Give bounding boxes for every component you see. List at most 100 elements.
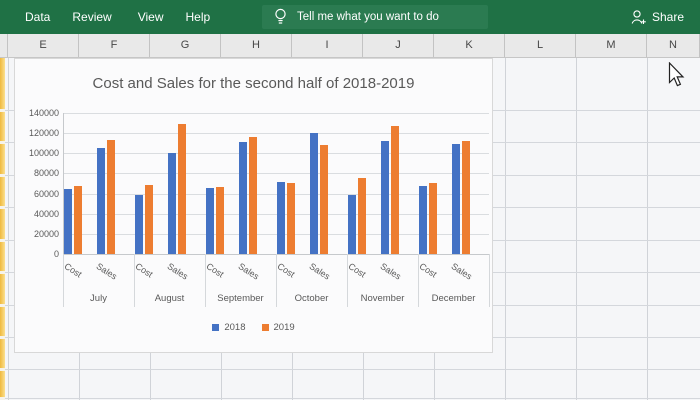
bar-august-cost-2018[interactable]: [135, 195, 143, 254]
legend-swatch-2018: [212, 324, 220, 331]
mouse-cursor: [668, 62, 685, 87]
bar-september-cost-2019[interactable]: [216, 187, 224, 254]
y-axis-tick-label: 0: [53, 249, 59, 259]
column-header-E[interactable]: E: [8, 34, 79, 57]
yellow-strip-notch: [0, 141, 5, 144]
x-axis-month-label: July: [90, 293, 107, 304]
bar-september-sales-2019[interactable]: [249, 137, 257, 254]
month-separator-line: [276, 254, 277, 307]
x-axis-sales-label: Sales: [307, 261, 332, 282]
chart-gridline: [63, 233, 489, 235]
bar-november-sales-2019[interactable]: [391, 126, 399, 254]
menu-item-data[interactable]: Data: [25, 10, 51, 24]
legend-label-2018: 2018: [224, 322, 246, 333]
x-axis-cost-label: Cost: [62, 261, 84, 280]
bar-august-sales-2018[interactable]: [168, 153, 176, 254]
y-axis-tick-label: 40000: [33, 208, 59, 219]
chart[interactable]: Cost and Sales for the second half of 20…: [14, 58, 493, 353]
bar-july-cost-2019[interactable]: [74, 186, 82, 254]
column-header-stub[interactable]: [0, 34, 8, 57]
column-header-M[interactable]: M: [576, 34, 647, 57]
bar-july-sales-2019[interactable]: [107, 140, 115, 254]
bar-november-cost-2018[interactable]: [348, 195, 356, 254]
x-axis-sales-label: Sales: [165, 261, 190, 282]
x-axis-cost-label: Cost: [346, 261, 368, 280]
bar-august-cost-2019[interactable]: [145, 185, 153, 254]
month-separator-line: [63, 254, 64, 307]
grid-row-line: [0, 398, 700, 399]
y-axis-tick-label: 80000: [33, 168, 59, 179]
bar-october-cost-2019[interactable]: [287, 183, 295, 254]
bar-july-sales-2018[interactable]: [97, 148, 105, 254]
chart-gridline: [63, 133, 489, 135]
column-header-I[interactable]: I: [292, 34, 363, 57]
menu-item-review[interactable]: Review: [72, 10, 112, 24]
legend-item-2018[interactable]: 2018: [212, 322, 246, 333]
bar-august-sales-2019[interactable]: [178, 124, 186, 254]
chart-gridline: [63, 153, 489, 155]
bar-september-sales-2018[interactable]: [239, 142, 247, 254]
column-header-F[interactable]: F: [79, 34, 150, 57]
chart-legend[interactable]: 2018 2019: [15, 322, 492, 333]
x-axis-month-label: October: [294, 293, 329, 304]
x-axis-sales-label: Sales: [236, 261, 261, 282]
yellow-strip-notch: [0, 206, 5, 209]
month-separator-line: [134, 254, 135, 307]
x-axis-month-label: December: [431, 293, 476, 304]
bar-december-sales-2019[interactable]: [462, 141, 470, 254]
y-axis-tick-label: 100000: [28, 148, 59, 159]
y-axis-tick-label: 20000: [33, 228, 59, 239]
x-axis-cost-label: Cost: [275, 261, 297, 280]
yellow-strip-notch: [0, 109, 5, 112]
yellow-strip-notch: [0, 368, 5, 371]
x-axis-cost-label: Cost: [204, 261, 226, 280]
column-header-N[interactable]: N: [647, 34, 700, 57]
y-axis-tick-label: 60000: [33, 188, 59, 199]
bar-october-sales-2018[interactable]: [310, 133, 318, 254]
bar-september-cost-2018[interactable]: [206, 188, 214, 254]
yellow-strip-notch: [0, 336, 5, 339]
bar-october-cost-2018[interactable]: [277, 182, 285, 254]
menu-item-help[interactable]: Help: [185, 10, 211, 24]
bar-december-cost-2018[interactable]: [419, 186, 427, 254]
x-axis-cost-label: Cost: [417, 261, 439, 280]
x-axis-month-label: August: [154, 293, 185, 304]
grid-column-line: [576, 58, 577, 400]
tell-me-box[interactable]: Tell me what you want to do: [262, 5, 488, 29]
x-axis-sales-label: Sales: [449, 261, 474, 282]
bar-july-cost-2018[interactable]: [64, 189, 72, 254]
chart-gridline: [63, 113, 489, 114]
month-separator-line: [205, 254, 206, 307]
ribbon-menu: Data Review View Help: [0, 10, 210, 24]
y-axis-tick-label: 140000: [28, 108, 59, 118]
tell-me-label: Tell me what you want to do: [297, 11, 439, 23]
legend-item-2019[interactable]: 2019: [261, 322, 295, 333]
yellow-strip-notch: [0, 271, 5, 274]
month-separator-line: [489, 254, 490, 307]
column-header-J[interactable]: J: [363, 34, 434, 57]
grid-column-line: [505, 58, 506, 400]
column-header-G[interactable]: G: [150, 34, 221, 57]
bar-december-cost-2019[interactable]: [429, 183, 437, 254]
share-person-icon: [631, 10, 646, 24]
menu-item-view[interactable]: View: [137, 10, 164, 24]
lightbulb-icon: [275, 8, 286, 24]
column-header-H[interactable]: H: [221, 34, 292, 57]
yellow-strip-notch: [0, 174, 5, 177]
bar-november-sales-2018[interactable]: [381, 141, 389, 254]
bar-december-sales-2018[interactable]: [452, 144, 460, 254]
yellow-strip-notch: [0, 397, 5, 400]
chart-gridline: [63, 193, 489, 195]
column-header-K[interactable]: K: [434, 34, 505, 57]
x-axis-month-label: November: [360, 293, 405, 304]
chart-title: Cost and Sales for the second half of 20…: [92, 75, 415, 92]
grid-column-line: [8, 58, 9, 400]
share-button[interactable]: Share: [631, 0, 684, 34]
bar-november-cost-2019[interactable]: [358, 178, 366, 254]
bar-october-sales-2019[interactable]: [320, 145, 328, 254]
y-axis-line: [63, 113, 64, 254]
chart-gridline: [63, 213, 489, 215]
share-label: Share: [651, 10, 684, 24]
column-header-L[interactable]: L: [505, 34, 576, 57]
